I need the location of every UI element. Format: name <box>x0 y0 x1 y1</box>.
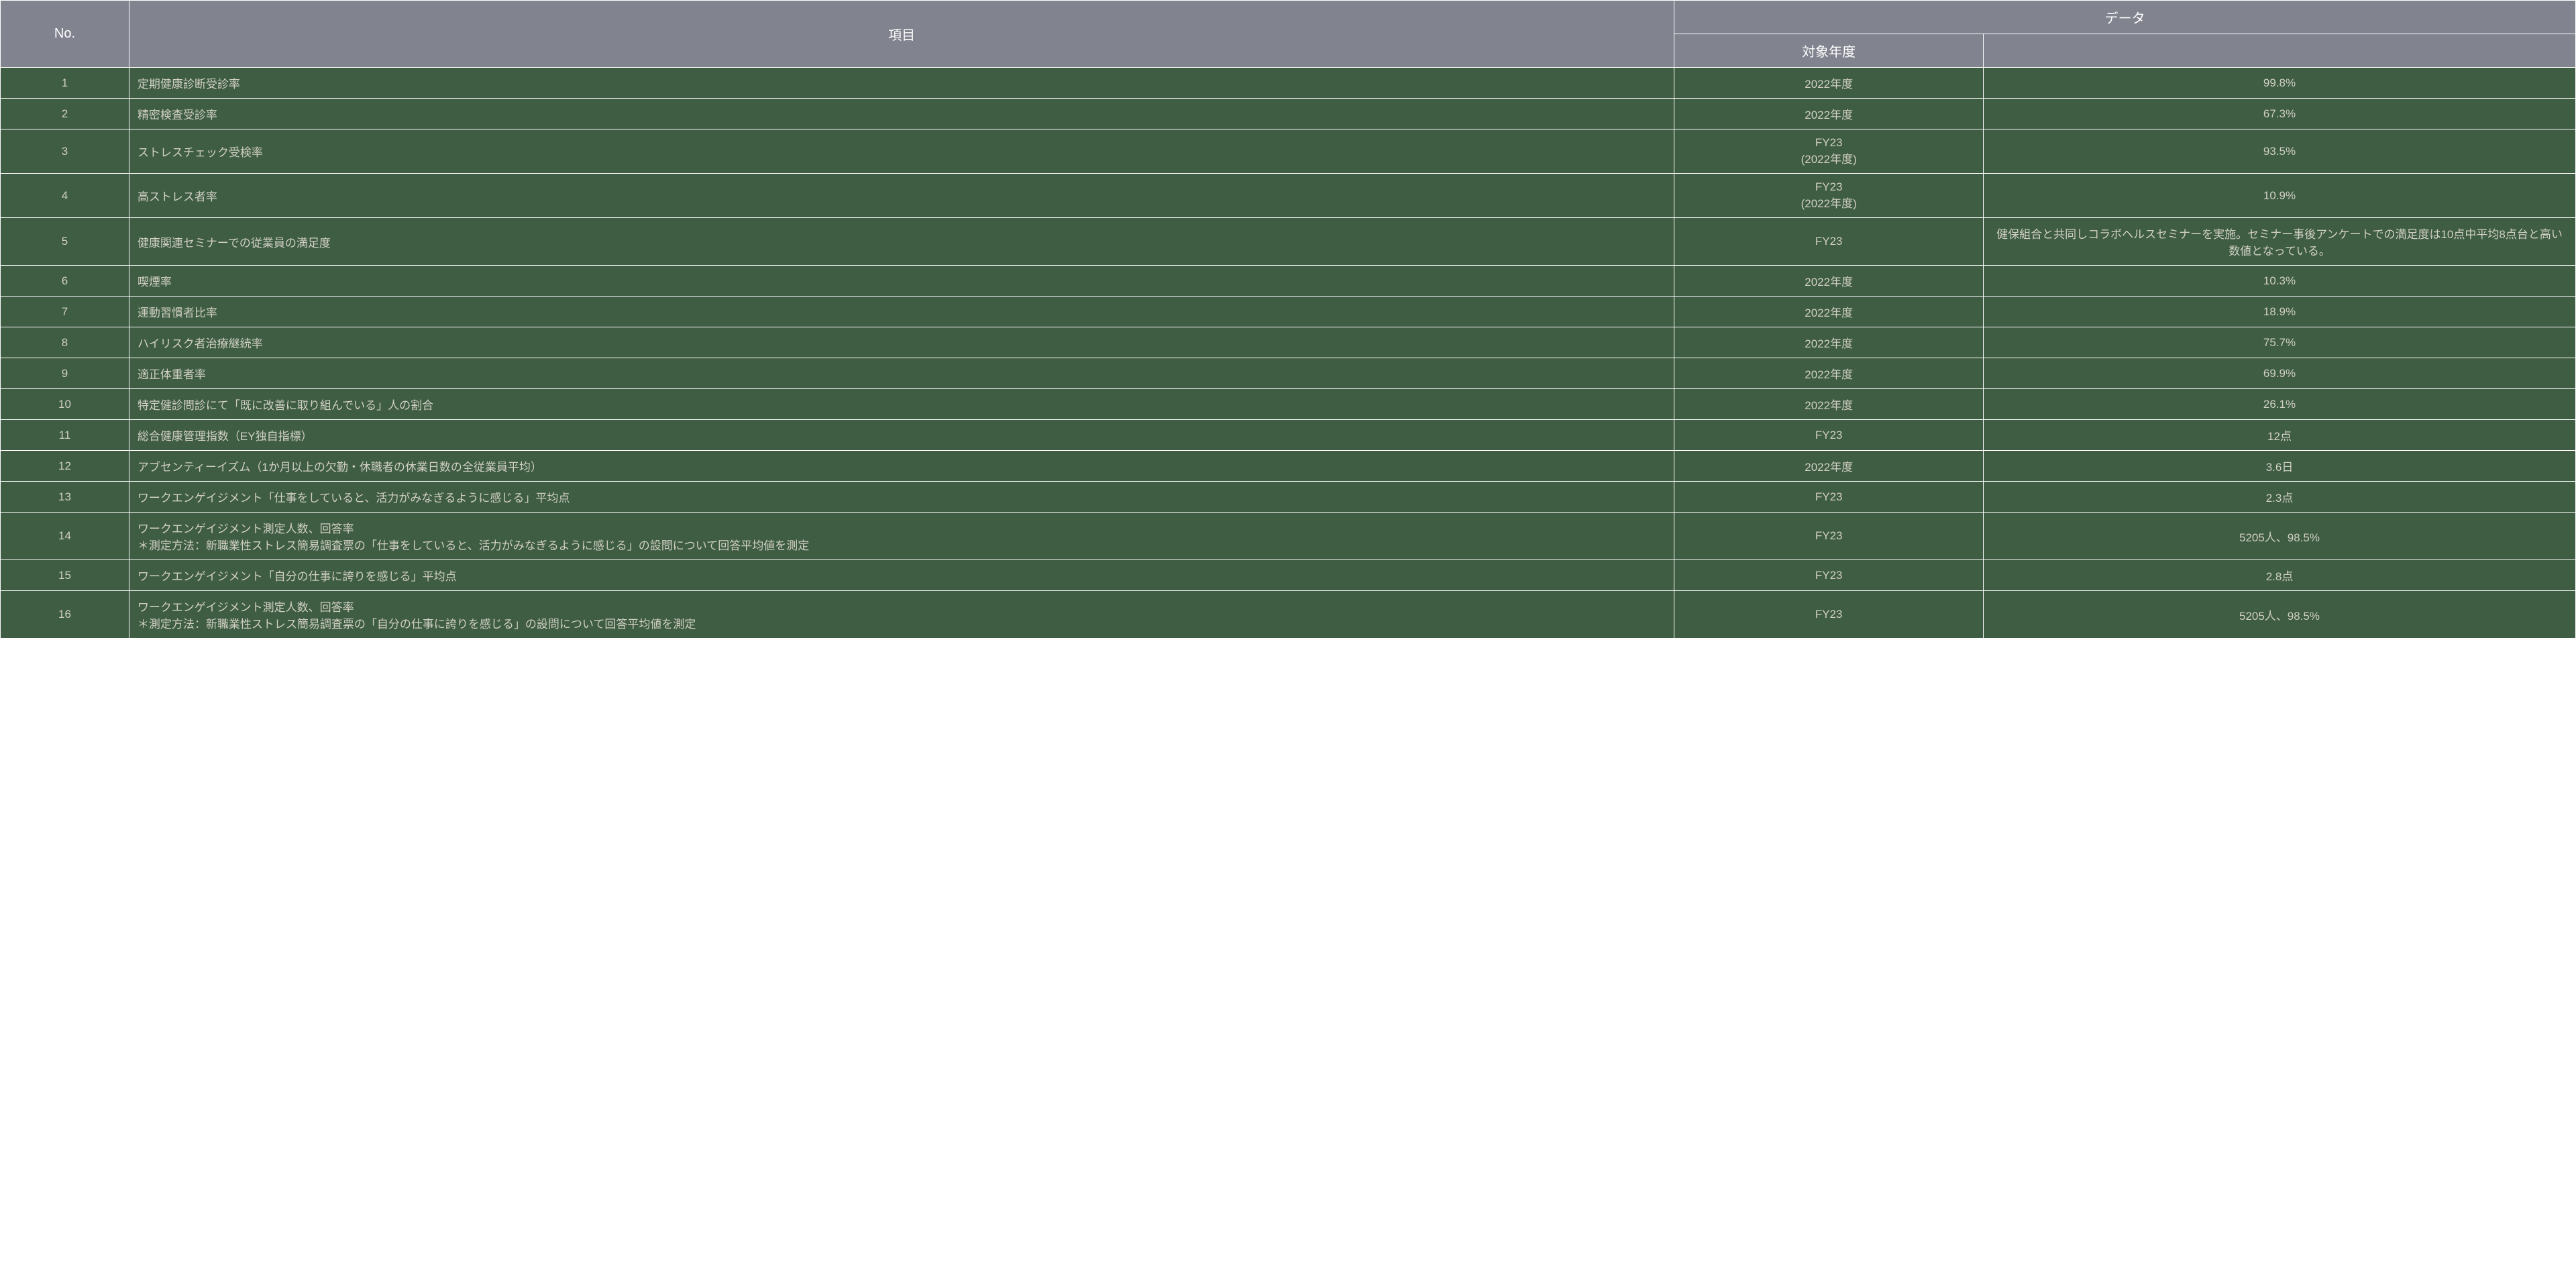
cell-year: 2022年度 <box>1674 451 1984 482</box>
cell-no: 1 <box>1 68 129 99</box>
cell-data: 健保組合と共同しコラボヘルスセミナーを実施。セミナー事後アンケートでの満足度は1… <box>1984 218 2576 266</box>
table-row: 5健康関連セミナーでの従業員の満足度FY23健保組合と共同しコラボヘルスセミナー… <box>1 218 2576 266</box>
cell-year: 2022年度 <box>1674 327 1984 358</box>
cell-no: 12 <box>1 451 129 482</box>
cell-data: 5205人、98.5% <box>1984 513 2576 560</box>
table-row: 15ワークエンゲイジメント「自分の仕事に誇りを感じる」平均点FY232.8点 <box>1 560 2576 591</box>
cell-item: 適正体重者率 <box>129 358 1674 389</box>
cell-data: 2.3点 <box>1984 482 2576 513</box>
cell-year: 2022年度 <box>1674 297 1984 327</box>
cell-item: ワークエンゲイジメント測定人数、回答率＊測定方法：新職業性ストレス簡易調査票の「… <box>129 513 1674 560</box>
cell-data: 18.9% <box>1984 297 2576 327</box>
cell-item: 総合健康管理指数（EY独自指標） <box>129 420 1674 451</box>
table-row: 11総合健康管理指数（EY独自指標）FY2312点 <box>1 420 2576 451</box>
cell-year: FY23 <box>1674 513 1984 560</box>
cell-item: 運動習慣者比率 <box>129 297 1674 327</box>
cell-data: 75.7% <box>1984 327 2576 358</box>
cell-year: 2022年度 <box>1674 266 1984 297</box>
cell-year: FY23 <box>1674 560 1984 591</box>
table-row: 7運動習慣者比率2022年度18.9% <box>1 297 2576 327</box>
table-row: 6喫煙率2022年度10.3% <box>1 266 2576 297</box>
table-row: 9適正体重者率2022年度69.9% <box>1 358 2576 389</box>
cell-item: 健康関連セミナーでの従業員の満足度 <box>129 218 1674 266</box>
cell-data: 67.3% <box>1984 99 2576 129</box>
cell-year: FY23 <box>1674 591 1984 639</box>
cell-no: 8 <box>1 327 129 358</box>
cell-no: 2 <box>1 99 129 129</box>
cell-no: 5 <box>1 218 129 266</box>
cell-year: FY23(2022年度) <box>1674 129 1984 174</box>
table-row: 14ワークエンゲイジメント測定人数、回答率＊測定方法：新職業性ストレス簡易調査票… <box>1 513 2576 560</box>
cell-year: FY23(2022年度) <box>1674 174 1984 218</box>
cell-no: 14 <box>1 513 129 560</box>
cell-item: ストレスチェック受検率 <box>129 129 1674 174</box>
cell-no: 13 <box>1 482 129 513</box>
cell-year: 2022年度 <box>1674 68 1984 99</box>
cell-data: 93.5% <box>1984 129 2576 174</box>
cell-year: 2022年度 <box>1674 358 1984 389</box>
table-header: No. 項目 データ 対象年度 <box>1 1 2576 68</box>
cell-data: 99.8% <box>1984 68 2576 99</box>
cell-item: 喫煙率 <box>129 266 1674 297</box>
cell-item: 特定健診問診にて「既に改善に取り組んでいる」人の割合 <box>129 389 1674 420</box>
header-item: 項目 <box>129 1 1674 68</box>
cell-no: 7 <box>1 297 129 327</box>
cell-data: 12点 <box>1984 420 2576 451</box>
cell-year: FY23 <box>1674 420 1984 451</box>
table-row: 16ワークエンゲイジメント測定人数、回答率＊測定方法：新職業性ストレス簡易調査票… <box>1 591 2576 639</box>
header-year: 対象年度 <box>1674 34 1984 68</box>
cell-data: 10.9% <box>1984 174 2576 218</box>
cell-item: ハイリスク者治療継続率 <box>129 327 1674 358</box>
cell-no: 15 <box>1 560 129 591</box>
cell-no: 6 <box>1 266 129 297</box>
table-row: 8ハイリスク者治療継続率2022年度75.7% <box>1 327 2576 358</box>
cell-no: 16 <box>1 591 129 639</box>
cell-year: FY23 <box>1674 482 1984 513</box>
cell-data: 10.3% <box>1984 266 2576 297</box>
table-row: 3ストレスチェック受検率FY23(2022年度)93.5% <box>1 129 2576 174</box>
header-data-group: データ <box>1674 1 2576 34</box>
header-data-blank <box>1984 34 2576 68</box>
cell-no: 10 <box>1 389 129 420</box>
cell-year: 2022年度 <box>1674 99 1984 129</box>
cell-item: ワークエンゲイジメント「仕事をしていると、活力がみなぎるように感じる」平均点 <box>129 482 1674 513</box>
health-data-table: No. 項目 データ 対象年度 1定期健康診断受診率2022年度99.8%2精密… <box>0 0 2576 639</box>
cell-year: FY23 <box>1674 218 1984 266</box>
cell-item: ワークエンゲイジメント測定人数、回答率＊測定方法：新職業性ストレス簡易調査票の「… <box>129 591 1674 639</box>
table-body: 1定期健康診断受診率2022年度99.8%2精密検査受診率2022年度67.3%… <box>1 68 2576 639</box>
table-row: 10特定健診問診にて「既に改善に取り組んでいる」人の割合2022年度26.1% <box>1 389 2576 420</box>
cell-data: 69.9% <box>1984 358 2576 389</box>
cell-item: 精密検査受診率 <box>129 99 1674 129</box>
cell-data: 26.1% <box>1984 389 2576 420</box>
cell-data: 3.6日 <box>1984 451 2576 482</box>
table-row: 2精密検査受診率2022年度67.3% <box>1 99 2576 129</box>
cell-no: 9 <box>1 358 129 389</box>
cell-no: 4 <box>1 174 129 218</box>
header-no: No. <box>1 1 129 68</box>
table-row: 4高ストレス者率FY23(2022年度)10.9% <box>1 174 2576 218</box>
cell-no: 3 <box>1 129 129 174</box>
cell-data: 5205人、98.5% <box>1984 591 2576 639</box>
table-row: 13ワークエンゲイジメント「仕事をしていると、活力がみなぎるように感じる」平均点… <box>1 482 2576 513</box>
table-row: 12アブセンティーイズム（1か月以上の欠勤・休職者の休業日数の全従業員平均）20… <box>1 451 2576 482</box>
cell-data: 2.8点 <box>1984 560 2576 591</box>
cell-year: 2022年度 <box>1674 389 1984 420</box>
cell-item: 定期健康診断受診率 <box>129 68 1674 99</box>
table-row: 1定期健康診断受診率2022年度99.8% <box>1 68 2576 99</box>
cell-no: 11 <box>1 420 129 451</box>
cell-item: アブセンティーイズム（1か月以上の欠勤・休職者の休業日数の全従業員平均） <box>129 451 1674 482</box>
cell-item: ワークエンゲイジメント「自分の仕事に誇りを感じる」平均点 <box>129 560 1674 591</box>
cell-item: 高ストレス者率 <box>129 174 1674 218</box>
